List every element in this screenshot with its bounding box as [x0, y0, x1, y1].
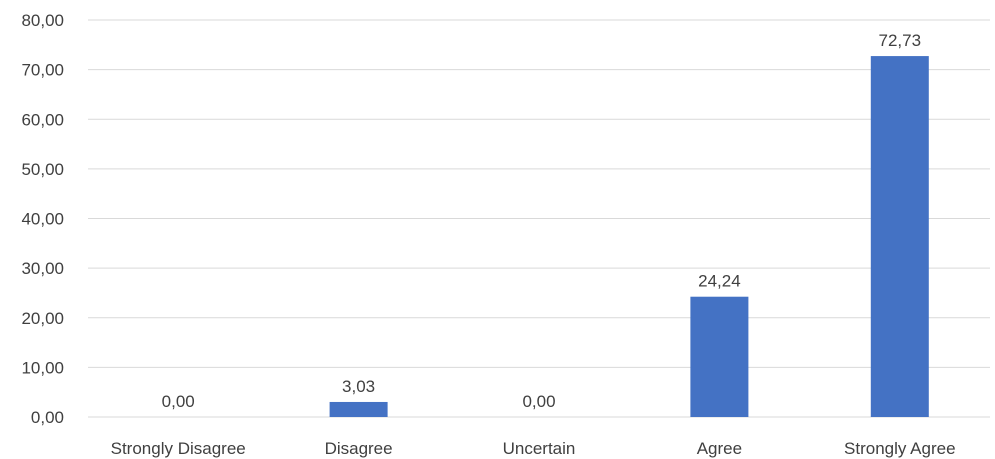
- y-tick-label: 50,00: [21, 160, 64, 179]
- x-category-label: Strongly Agree: [844, 439, 956, 458]
- y-tick-label: 10,00: [21, 358, 64, 377]
- y-tick-label: 30,00: [21, 259, 64, 278]
- data-label: 0,00: [162, 392, 195, 411]
- bars: [329, 56, 929, 418]
- y-tick-label: 0,00: [31, 408, 64, 427]
- gridlines: [88, 19, 990, 418]
- y-tick-label: 20,00: [21, 309, 64, 328]
- x-category-label: Strongly Disagree: [111, 439, 246, 458]
- bar: [690, 296, 749, 417]
- data-label: 24,24: [698, 272, 741, 291]
- bar: [870, 56, 929, 418]
- y-tick-label: 70,00: [21, 61, 64, 80]
- y-axis-tick-labels: 0,00 10,00 20,00 30,00 40,00 50,00 60,00 70,00 8…: [21, 11, 64, 427]
- data-label: 72,73: [879, 31, 922, 50]
- y-tick-label: 80,00: [21, 11, 64, 30]
- data-label: 0,00: [522, 392, 555, 411]
- x-category-label: Disagree: [325, 439, 393, 458]
- bar: [329, 401, 388, 417]
- x-category-label: Uncertain: [503, 439, 576, 458]
- y-tick-label: 60,00: [21, 110, 64, 129]
- data-labels: 0,00 3,03 0,00 24,24 72,73: [162, 31, 921, 411]
- x-category-label: Agree: [697, 439, 742, 458]
- x-axis-category-labels: Strongly Disagree Disagree Uncertain Agree S…: [111, 439, 956, 458]
- y-tick-label: 40,00: [21, 210, 64, 229]
- data-label: 3,03: [342, 377, 375, 396]
